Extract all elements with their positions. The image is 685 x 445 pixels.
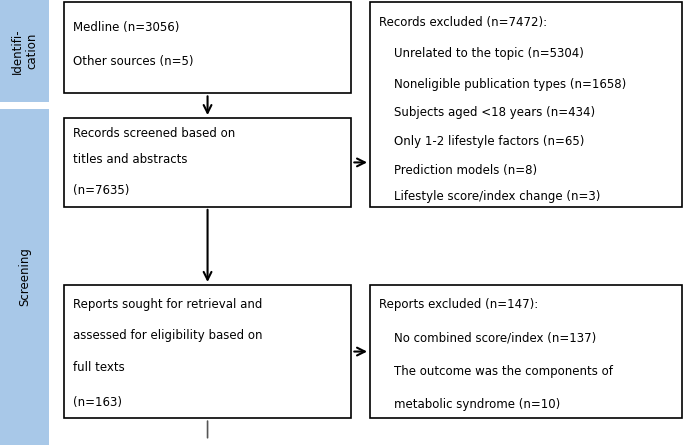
Bar: [64, 118, 351, 207]
Bar: [370, 2, 682, 207]
Text: Other sources (n=5): Other sources (n=5): [73, 55, 193, 68]
Text: metabolic syndrome (n=10): metabolic syndrome (n=10): [394, 398, 560, 412]
Text: Noneligible publication types (n=1658): Noneligible publication types (n=1658): [394, 77, 626, 91]
Text: Prediction models (n=8): Prediction models (n=8): [394, 164, 537, 177]
Text: Medline (n=3056): Medline (n=3056): [73, 21, 179, 34]
Text: full texts: full texts: [73, 361, 125, 374]
Bar: [64, 285, 351, 418]
Text: (n=163): (n=163): [73, 396, 122, 409]
Text: Reports sought for retrieval and: Reports sought for retrieval and: [73, 298, 262, 312]
Text: No combined score/index (n=137): No combined score/index (n=137): [394, 332, 596, 345]
Text: Only 1-2 lifestyle factors (n=65): Only 1-2 lifestyle factors (n=65): [394, 135, 584, 148]
Text: Reports excluded (n=147):: Reports excluded (n=147):: [379, 298, 538, 312]
Bar: [0, 0, 49, 102]
Text: Unrelated to the topic (n=5304): Unrelated to the topic (n=5304): [394, 47, 584, 60]
Text: assessed for eligibility based on: assessed for eligibility based on: [73, 329, 262, 342]
Text: Subjects aged <18 years (n=434): Subjects aged <18 years (n=434): [394, 106, 595, 119]
Text: The outcome was the components of: The outcome was the components of: [394, 365, 613, 378]
Text: Records screened based on: Records screened based on: [73, 127, 235, 141]
Bar: [0, 109, 49, 445]
Bar: [370, 285, 682, 418]
Bar: [64, 2, 351, 93]
Text: (n=7635): (n=7635): [73, 184, 129, 198]
Text: Screening: Screening: [18, 247, 31, 307]
Text: Records excluded (n=7472):: Records excluded (n=7472):: [379, 16, 547, 29]
Text: Identifi-
cation: Identifi- cation: [11, 28, 38, 74]
Text: titles and abstracts: titles and abstracts: [73, 153, 187, 166]
Text: Lifestyle score/index change (n=3): Lifestyle score/index change (n=3): [394, 190, 600, 203]
